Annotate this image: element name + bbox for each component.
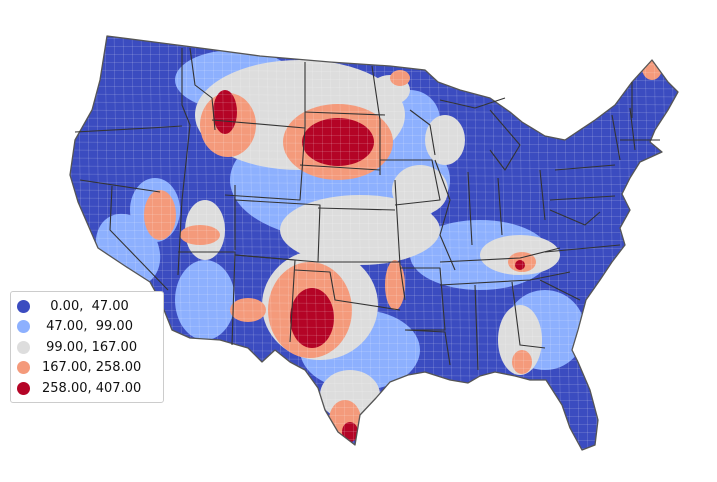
county-gridline <box>70 181 678 186</box>
legend-swatch-0 <box>17 299 30 313</box>
boundary-nevada-utah <box>177 199 183 276</box>
core-south-dakota <box>302 118 374 166</box>
state-boundaries <box>74 47 660 371</box>
boundary-virginia-northcarolina <box>544 244 621 253</box>
boundary-nebraska-kansas <box>317 207 396 211</box>
hot-wisconsin <box>390 70 410 86</box>
county-gridline <box>70 37 678 42</box>
boundary-virginia-westvirginia <box>549 209 601 226</box>
core-tennessee <box>515 260 525 270</box>
us-coastline <box>69 35 679 451</box>
county-gridline <box>70 197 678 202</box>
county-gridline <box>70 205 678 210</box>
county-gridline <box>70 261 678 266</box>
region-layer <box>95 50 662 442</box>
boundary-missouri-illinois <box>434 159 456 271</box>
boundary-oregon-california <box>79 179 161 193</box>
county-gridline <box>70 157 678 162</box>
county-gridline <box>70 141 678 146</box>
core-oklahoma <box>290 288 334 348</box>
county-gridline <box>374 36 382 450</box>
boundary-iowa <box>380 159 441 206</box>
boundary-south-dakota-nebraska <box>299 164 381 171</box>
county-gridline <box>70 253 678 258</box>
boundary-newmexico-texas <box>234 254 296 343</box>
boundary-oklahoma-texas <box>294 269 401 311</box>
county-gridline <box>70 173 678 178</box>
boundary-great-lakes-shore <box>439 97 506 109</box>
county-gridline <box>70 165 678 170</box>
legend-swatch-2 <box>17 340 30 354</box>
county-gridline <box>690 30 696 460</box>
boundary-indiana-ohio <box>497 177 503 236</box>
legend-swatch-1 <box>17 320 30 334</box>
hot-new-mexico <box>230 298 266 322</box>
core-south-texas <box>342 422 358 442</box>
boundary-wyoming <box>211 119 306 201</box>
hot-utah-south <box>180 225 220 245</box>
county-gridline <box>681 30 687 460</box>
band-iowa <box>392 165 448 215</box>
boundary-michigan <box>489 109 521 171</box>
legend-label-0: 0.00, 47.00 <box>42 298 129 314</box>
boundary-california-nevada <box>109 185 169 291</box>
county-gridline <box>338 36 346 450</box>
boundary-idaho-montana <box>189 47 216 131</box>
county-gridline <box>60 30 690 33</box>
boundary-idaho <box>181 48 191 201</box>
hot-georgia-florida <box>512 350 532 374</box>
county-gridline <box>70 213 678 218</box>
boundary-dakotas-minnesota <box>371 65 381 175</box>
county-gridline <box>70 277 678 282</box>
map-legend: 0.00, 47.00 47.00, 99.00 99.00, 167.00 1… <box>10 291 164 403</box>
legend-item-4: 258.00, 407.00 <box>17 378 157 399</box>
county-gridline <box>329 36 337 450</box>
county-gridline <box>70 133 678 138</box>
boundary-alabama-georgia <box>511 281 546 349</box>
boundary-tennessee-south <box>439 271 571 286</box>
county-gridline <box>70 269 678 274</box>
boundary-ohio-east <box>539 169 546 221</box>
county-gridline <box>70 149 678 154</box>
county-gridline <box>70 229 678 234</box>
boundary-mississippi-alabama <box>474 284 479 371</box>
boundary-new-england <box>611 107 660 161</box>
boundary-pennsylvania-south <box>549 195 616 201</box>
county-gridline <box>365 36 373 450</box>
legend-label-1: 47.00, 99.00 <box>42 319 133 335</box>
hot-arkansas <box>385 260 405 310</box>
county-gridline <box>60 454 690 457</box>
county-gridline <box>70 189 678 194</box>
boundary-washington-oregon <box>74 125 183 133</box>
county-gridline <box>70 445 678 450</box>
county-gridline <box>356 36 364 450</box>
county-gridline <box>70 237 678 242</box>
boundary-north-south-dakota <box>304 111 386 116</box>
legend-item-0: 0.00, 47.00 <box>17 296 157 317</box>
hot-nevada-south <box>144 190 176 240</box>
boundary-minnesota-wisconsin <box>409 109 436 156</box>
core-montana-wyoming <box>213 90 237 134</box>
legend-swatch-4 <box>17 381 30 395</box>
boundary-arizona-newmexico <box>178 251 236 346</box>
county-gridline <box>320 36 328 450</box>
legend-item-1: 47.00, 99.00 <box>17 317 157 338</box>
legend-item-2: 99.00, 167.00 <box>17 337 157 358</box>
county-gridline <box>70 125 678 130</box>
legend-item-3: 167.00, 258.00 <box>17 358 157 379</box>
county-gridline <box>70 293 678 298</box>
boundary-arkansas <box>400 267 446 331</box>
legend-label-2: 99.00, 167.00 <box>42 339 138 355</box>
legend-swatch-3 <box>17 361 30 375</box>
legend-label-4: 258.00, 407.00 <box>42 380 142 396</box>
county-gridline <box>347 36 355 450</box>
legend-label-3: 167.00, 258.00 <box>42 360 142 376</box>
boundary-pennsylvania-newyork <box>554 164 616 171</box>
patch-arizona <box>175 260 235 340</box>
boundary-kansas-missouri <box>394 179 406 301</box>
boundary-louisiana <box>404 329 451 366</box>
boundary-illinois-indiana <box>467 171 473 246</box>
boundary-georgia-carolinas <box>539 279 581 301</box>
